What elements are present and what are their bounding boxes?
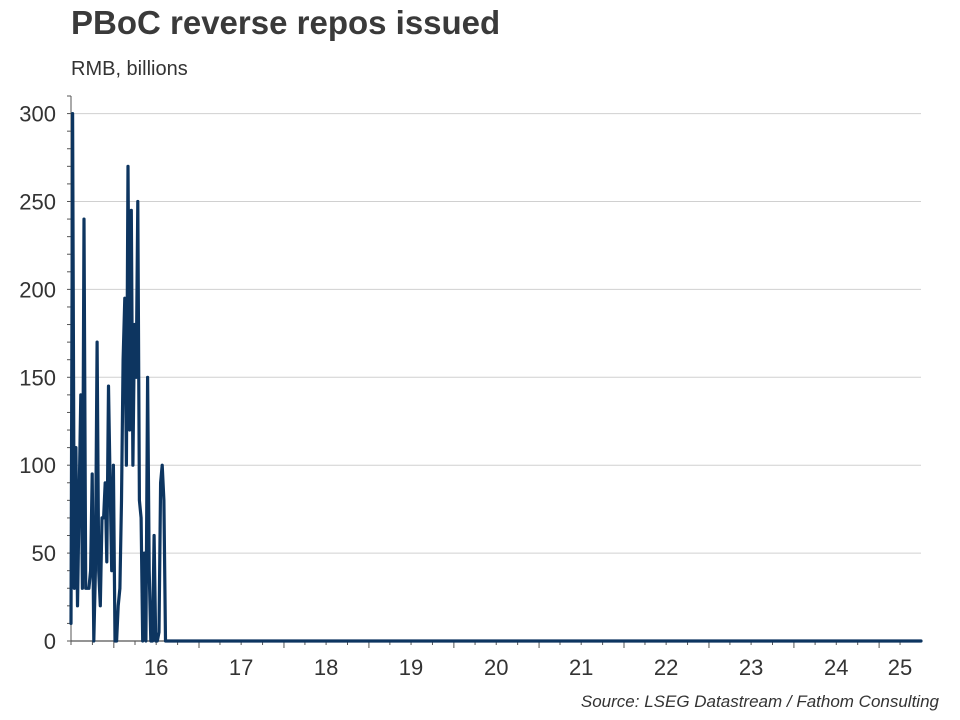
chart-subtitle: RMB, billions (71, 58, 188, 80)
x-tick-label: 17 (229, 655, 253, 680)
y-tick-label: 200 (19, 277, 56, 302)
y-tick-label: 150 (19, 365, 56, 390)
gridlines (71, 113, 921, 554)
y-tick-label: 0 (44, 629, 56, 654)
x-tick-label: 18 (314, 655, 338, 680)
series-lines (69, 111, 923, 643)
x-tick-label: 25 (888, 655, 912, 680)
x-axis: 16 17 18 19 20 21 22 23 24 25 (70, 640, 921, 680)
x-tick-label: 21 (569, 655, 593, 680)
y-tick-label: 50 (32, 541, 56, 566)
x-tick-label: 20 (484, 655, 508, 680)
series-line-1 (69, 111, 923, 643)
x-tick-label: 22 (654, 655, 678, 680)
x-tick-label: 16 (144, 655, 168, 680)
y-tick-label: 300 (19, 102, 56, 127)
x-tick-label: 24 (824, 655, 848, 680)
x-tick-label: 19 (399, 655, 423, 680)
chart-title: PBoC reverse repos issued (71, 4, 501, 41)
y-tick-label: 100 (19, 453, 56, 478)
source-note: Source: LSEG Datastream / Fathom Consult… (580, 692, 939, 711)
y-tick-label: 250 (19, 189, 56, 214)
x-tick-label: 23 (739, 655, 763, 680)
y-axis: 0 50 100 150 200 250 300 (19, 95, 72, 654)
